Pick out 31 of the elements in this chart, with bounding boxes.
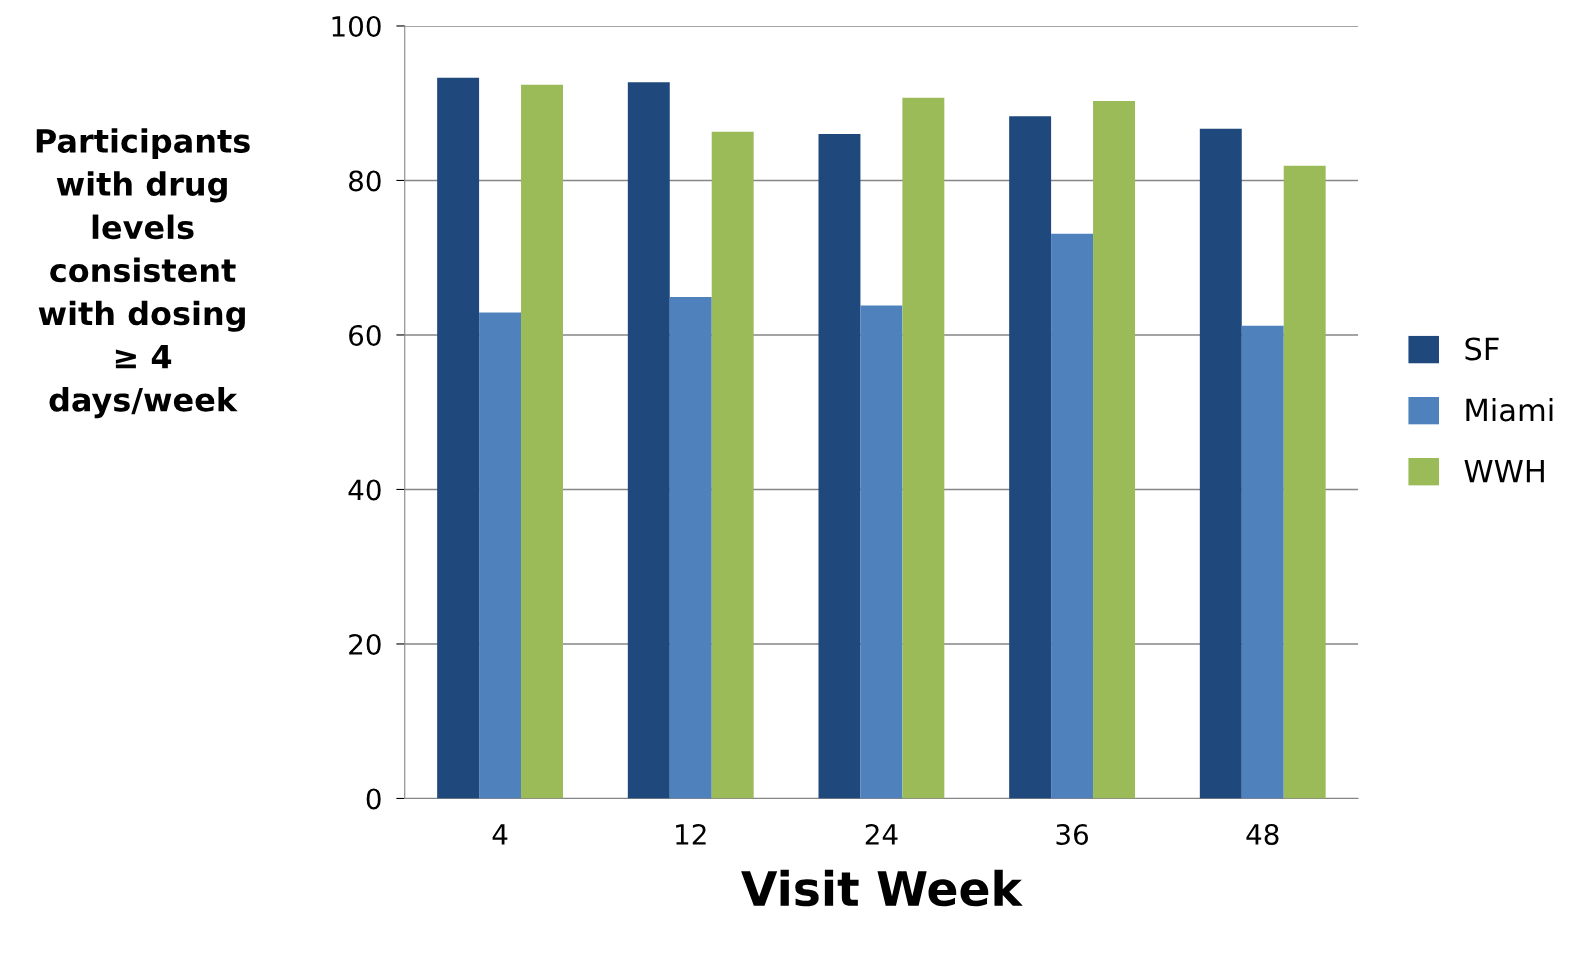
y-tick-label: 20: [349, 633, 381, 655]
x-tick-label: 36: [1056, 823, 1088, 845]
bar: [711, 131, 754, 799]
x-tick-label: 48: [1246, 823, 1279, 845]
bar: [479, 312, 522, 799]
legend-label: Miami: [1466, 397, 1553, 422]
bar: [669, 297, 712, 799]
bar: [1009, 116, 1052, 799]
bar: [1093, 100, 1135, 799]
legend-label: SF: [1465, 337, 1499, 361]
y-tick-label: 80: [349, 170, 381, 192]
bar: [627, 82, 670, 799]
bar: [1051, 233, 1094, 799]
bar: [860, 305, 903, 799]
y-tick-label: 0: [366, 788, 381, 810]
y-axis-title: Participants with drug levels consistent with dosing ≥ 4 days/week: [36, 128, 250, 419]
bar: [437, 77, 480, 799]
x-tick-label: 4: [492, 824, 508, 845]
bar: [521, 84, 563, 799]
bar: [902, 97, 945, 799]
bar: [1199, 128, 1242, 799]
y-tick-label: 40: [348, 479, 381, 501]
y-tick-label: 100: [332, 15, 381, 37]
bar: [1283, 165, 1326, 799]
x-tick-label: 12: [676, 823, 706, 845]
bar: [818, 134, 861, 799]
legend-label: WWH: [1464, 459, 1544, 483]
x-tick-label: 24: [865, 823, 898, 845]
bar: [1241, 325, 1284, 799]
x-axis-title: Visit Week: [741, 869, 1023, 907]
y-tick-label: 60: [349, 324, 381, 346]
